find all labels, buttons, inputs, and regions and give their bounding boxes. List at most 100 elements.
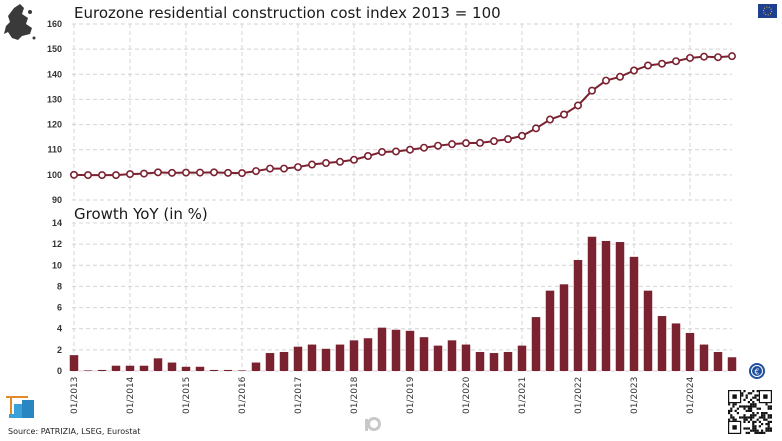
line-chart-title: Eurozone residential construction cost i… (74, 4, 501, 22)
euro-coin-icon: € (749, 363, 765, 379)
bar (587, 236, 597, 371)
qr-code-icon (727, 390, 773, 434)
line-data-point (140, 169, 149, 178)
x-tick-label: 01/2022 (574, 377, 584, 414)
line-data-point (419, 143, 428, 152)
bar (447, 340, 457, 371)
line-y-tick-label: 120 (47, 120, 62, 130)
line-data-point (531, 124, 540, 133)
bar-chart-grid (72, 222, 732, 372)
bar (601, 240, 611, 371)
line-data-point (168, 168, 177, 177)
line-data-point (685, 53, 694, 62)
bar (629, 256, 639, 371)
bar-y-tick-label: 14 (52, 218, 62, 228)
bar (125, 365, 135, 371)
line-y-tick-label: 140 (47, 69, 62, 79)
line-data-point (489, 137, 498, 146)
x-tick-label: 01/2014 (126, 376, 136, 414)
line-data-point (252, 167, 261, 176)
x-tick-label: 01/2013 (70, 377, 80, 414)
bar (643, 290, 653, 371)
line-data-point (727, 52, 736, 61)
line-data-point (112, 171, 121, 180)
x-tick-label: 01/2021 (518, 377, 528, 414)
line-data-point (601, 76, 610, 85)
line-data-point (447, 140, 456, 149)
bar-chart-title: Growth YoY (in %) (74, 205, 208, 223)
bar (83, 370, 93, 371)
bar-y-tick-label: 8 (57, 281, 62, 291)
line-data-point (699, 52, 708, 61)
construction-crane-icon (6, 396, 34, 418)
line-data-point (182, 168, 191, 177)
bar (209, 369, 219, 371)
bar (153, 358, 163, 371)
x-tick-label: 01/2020 (462, 376, 472, 414)
bar (167, 362, 177, 371)
line-data-point (391, 147, 400, 156)
bar (433, 345, 443, 371)
europe-map-icon (4, 4, 36, 40)
bar (223, 369, 233, 371)
bar (727, 357, 737, 371)
line-y-tick-label: 150 (47, 44, 62, 54)
x-tick-label: 01/2019 (406, 376, 416, 414)
line-data-point (307, 160, 316, 169)
bar (69, 355, 79, 371)
bar (335, 344, 345, 371)
bar (307, 344, 317, 371)
line-y-tick-label: 110 (47, 145, 62, 155)
bar (671, 323, 681, 371)
line-data-point (70, 170, 79, 179)
line-data-point (238, 169, 247, 178)
bar (573, 260, 583, 371)
line-data-point (335, 157, 344, 166)
bar (97, 369, 107, 371)
bar-y-tick-label: 12 (52, 239, 62, 249)
bar (545, 290, 555, 371)
bar (615, 242, 625, 371)
bar (293, 346, 303, 371)
line-data-point (433, 141, 442, 150)
bar (503, 351, 513, 371)
line-data-point (363, 152, 372, 161)
line-data-point (196, 168, 205, 177)
line-data-point (405, 145, 414, 154)
bar-chart-y-axis: 0 2 4 6 8 10 12 14 (52, 218, 62, 376)
line-data-point (545, 115, 554, 124)
line-data-point (643, 61, 652, 70)
bar (349, 340, 359, 371)
bar (321, 348, 331, 371)
line-data-point (126, 170, 135, 179)
line-data-point (629, 66, 638, 75)
bar (377, 327, 387, 371)
line-data-point (587, 86, 596, 95)
bar-y-tick-label: 10 (52, 260, 62, 270)
x-tick-label: 01/2015 (182, 377, 192, 414)
bar-y-tick-label: 0 (57, 366, 62, 376)
bar (237, 370, 247, 371)
line-data-point (279, 164, 288, 173)
x-tick-label: 01/2016 (238, 376, 248, 414)
bar (251, 362, 261, 371)
line-data-point (713, 53, 722, 62)
line-y-tick-label: 100 (47, 170, 62, 180)
bar (713, 351, 723, 371)
line-data-point (615, 72, 624, 81)
line-data-point (657, 59, 666, 68)
line-chart-series (70, 52, 736, 180)
bar-y-tick-label: 6 (57, 303, 62, 313)
x-tick-label: 01/2018 (350, 376, 360, 414)
bar (391, 329, 401, 371)
bar (461, 344, 471, 371)
bar (181, 366, 191, 371)
line-data-point (98, 171, 107, 180)
bar-chart-x-axis: 01/2013 01/2014 01/2015 01/2016 01/2017 01/20… (70, 376, 696, 414)
line-data-point (154, 168, 163, 177)
line-y-tick-label: 90 (52, 195, 62, 205)
bar (405, 330, 415, 371)
bar (363, 338, 373, 371)
line-data-point (573, 101, 582, 110)
